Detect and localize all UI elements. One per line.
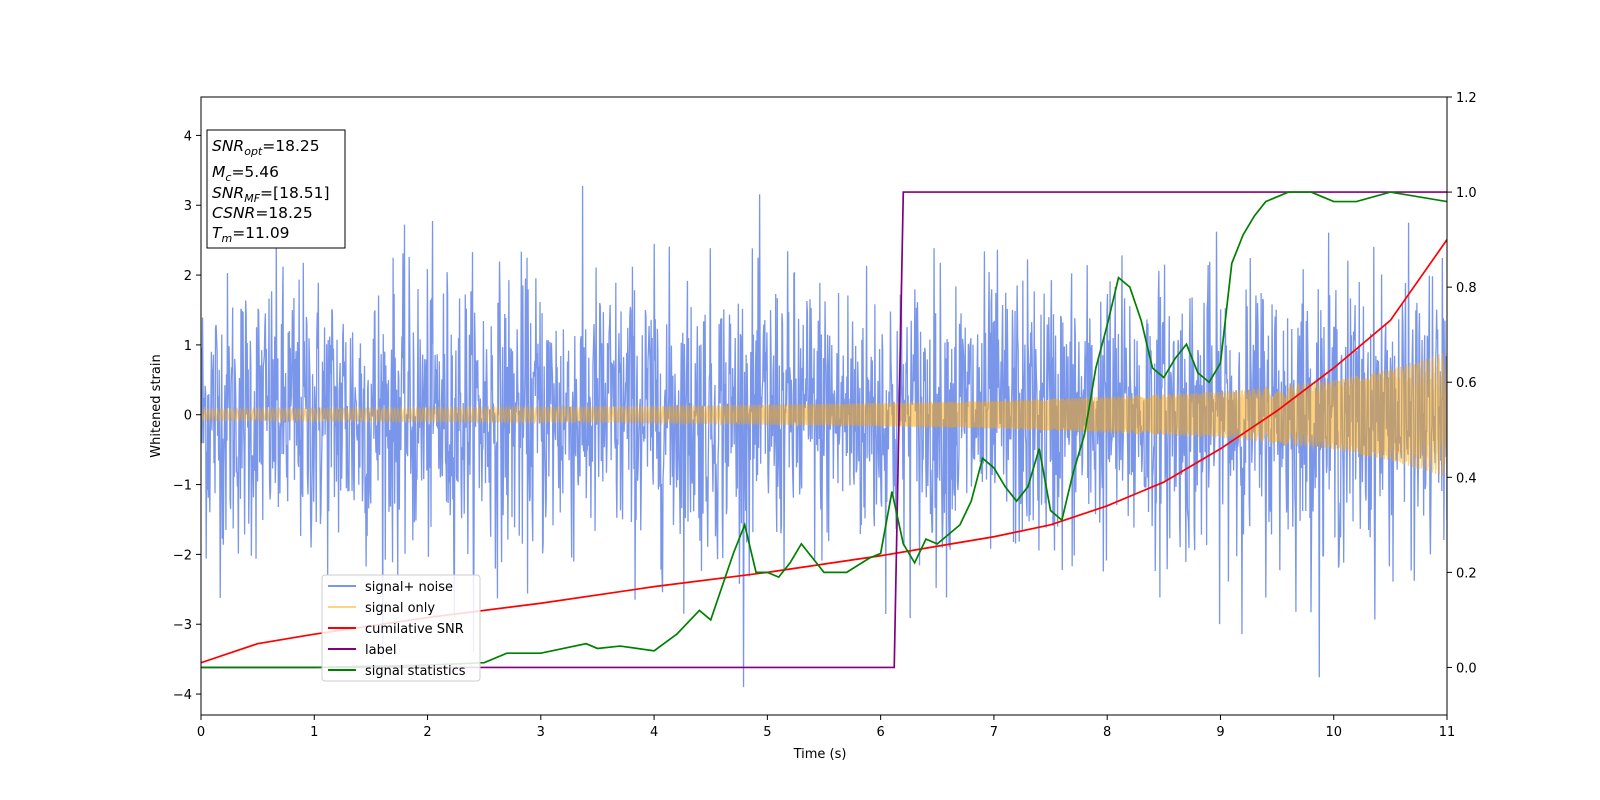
y2-tick-label: 0.6 <box>1456 376 1477 391</box>
legend-label-signal-noise: signal+ noise <box>365 580 453 595</box>
annotation-line: SNRMF=[18.51] <box>212 184 330 205</box>
series-label <box>201 191 1447 669</box>
y-tick-label: −3 <box>173 618 192 633</box>
y-tick-label: −2 <box>173 548 192 563</box>
x-tick-label: 5 <box>763 725 771 740</box>
legend-label-cumulative-snr: cumilative SNR <box>365 622 464 637</box>
legend-frame <box>321 574 481 682</box>
series-signal-only <box>201 352 1447 477</box>
x-tick-label: 2 <box>423 725 431 740</box>
legend-label-signal-only: signal only <box>365 601 435 616</box>
x-axis-label: Time (s) <box>793 747 847 762</box>
y-tick-label: 3 <box>184 199 192 214</box>
annotation-line: Tm=11.09 <box>212 224 290 245</box>
annotation-frame <box>206 129 346 249</box>
y-tick-label: −1 <box>173 479 192 494</box>
y-tick-label: 1 <box>184 339 192 354</box>
x-tick-label: 6 <box>876 725 884 740</box>
legend-label-signal-statistics: signal statistics <box>365 664 466 679</box>
y2-tick-label: 0.0 <box>1456 661 1477 676</box>
y2-tick-label: 1.0 <box>1456 186 1477 201</box>
x-tick-label: 4 <box>650 725 658 740</box>
y-axis-label: Whitened strain <box>149 354 164 457</box>
x-tick-label: 7 <box>990 725 998 740</box>
x-tick-label: 9 <box>1216 725 1224 740</box>
x-tick-label: 8 <box>1103 725 1111 740</box>
y2-tick-label: 0.2 <box>1456 566 1477 581</box>
annotation-line: CSNR=18.25 <box>212 204 313 222</box>
annotation-line: Mc=5.46 <box>212 163 279 184</box>
y-tick-label: 2 <box>184 269 192 284</box>
y2-tick-label: 0.4 <box>1456 471 1477 486</box>
x-tick-label: 0 <box>197 725 205 740</box>
y-tick-label: 0 <box>184 409 192 424</box>
x-tick-label: 3 <box>537 725 545 740</box>
y-tick-label: −4 <box>173 688 192 703</box>
series-signal-statistics <box>201 191 1447 669</box>
plot-frame <box>200 96 1448 716</box>
legend: signal+ noise signal only cumilative SNR… <box>321 574 481 682</box>
x-tick-label: 1 <box>310 725 318 740</box>
stats-annotation: SNRopt=18.25 Mc=5.46 SNRMF=[18.51] CSNR=… <box>206 129 346 249</box>
y2-tick-label: 1.2 <box>1456 91 1477 106</box>
annotation-line: SNRopt=18.25 <box>212 137 320 158</box>
y2-tick-label: 0.8 <box>1456 281 1477 296</box>
y-tick-label: 4 <box>184 129 192 144</box>
legend-label-label: label <box>365 643 396 658</box>
x-tick-label: 11 <box>1439 725 1456 740</box>
x-tick-label: 10 <box>1325 725 1342 740</box>
axes: 0 1 2 3 4 5 6 7 8 9 10 11 −4 −3 −2 −1 0 1 2 3 4 0.0 0.2 0.4 0.6 0… <box>173 91 1477 740</box>
